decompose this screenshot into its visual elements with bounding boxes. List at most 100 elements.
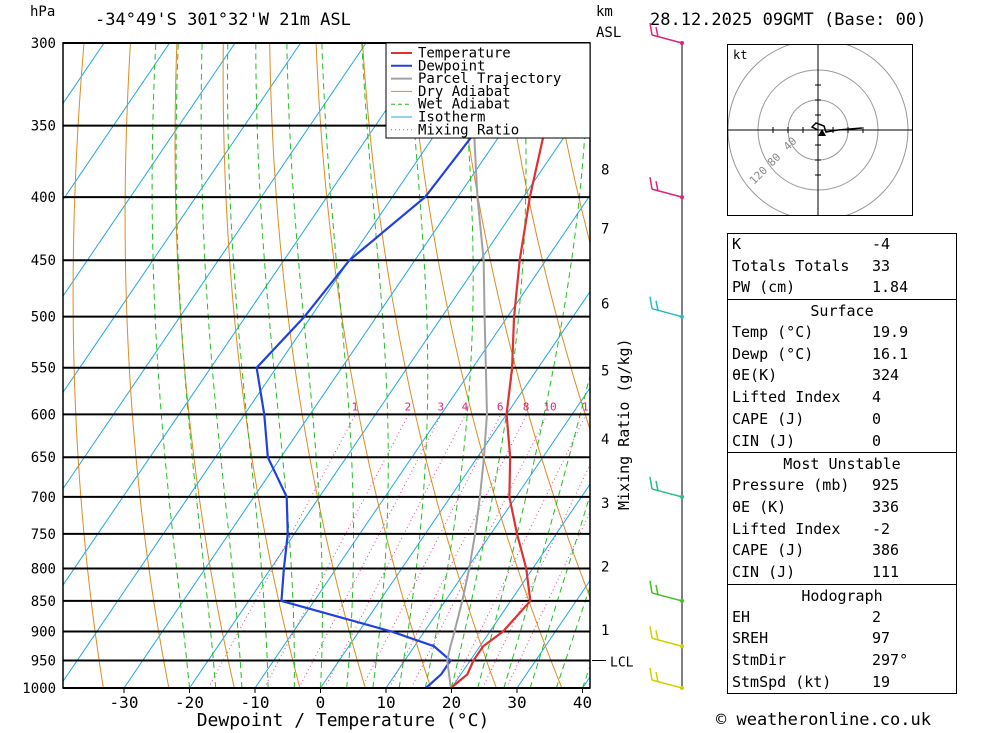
isotherm-line (254, 194, 590, 688)
pressure-tick-label: 850 (31, 594, 56, 610)
hodograph-index-label: StmSpd (kt) (732, 672, 832, 691)
dry-adiabat-line (72, 43, 104, 688)
most-unstable-index-value: 336 (872, 497, 900, 516)
mixing-ratio-label: 1 (352, 400, 359, 413)
wet-adiabat-line (255, 43, 295, 688)
dry-adiabat-line (362, 43, 497, 688)
copyright: © weatheronline.co.uk (716, 710, 931, 730)
basic-index-value: 33 (872, 256, 891, 275)
legend-entry: Mixing Ratio (418, 122, 519, 138)
isotherm-line (63, 43, 433, 586)
surface-index-row: Temp (°C) 19.9 (728, 322, 956, 344)
isotherm-line (63, 43, 236, 297)
hodograph-index-value: 2 (872, 607, 882, 626)
mixing-ratio-label: 15 (582, 400, 595, 413)
pressure-tick-label: 600 (31, 407, 56, 423)
temperature-tick-label: 20 (442, 693, 461, 712)
mixing-ratio-line (451, 414, 587, 688)
height-tick-label: 8 (601, 163, 609, 179)
wet-adiabat-line (477, 43, 589, 688)
most-unstable-index-row: CAPE (J) 386 (728, 540, 956, 562)
isotherm-line (63, 43, 171, 201)
wind-barb (649, 667, 684, 690)
pressure-tick-label: 950 (31, 654, 56, 670)
isotherm-line (63, 43, 498, 683)
hodograph-index-row: EH 2 (728, 607, 956, 629)
wet-adiabat-line (286, 43, 323, 688)
wind-barb (649, 580, 684, 603)
pressure-tick-label: 900 (31, 625, 56, 641)
legend-entry: Dewpoint (418, 58, 485, 74)
surface-index-value: 19.9 (872, 323, 909, 342)
surface-index-value: 16.1 (872, 344, 909, 363)
mixing-ratio-line (410, 414, 548, 688)
surface-index-value: 0 (872, 409, 882, 428)
temperature-tick-label: 30 (507, 693, 526, 712)
mixing-ratio-line (481, 463, 590, 688)
surface-index-label: CIN (J) (732, 431, 796, 450)
mixing-ratio-line (388, 414, 528, 688)
asl-label: ASL (596, 25, 622, 41)
most-unstable-index-value: 925 (872, 476, 900, 495)
most-unstable-index-value: -2 (872, 519, 891, 538)
surface-index-label: CAPE (J) (732, 409, 805, 428)
basic-index-label: PW (cm) (732, 278, 796, 297)
surface-index-value: 324 (872, 366, 900, 385)
surface-index-row: θE(K) 324 (728, 365, 956, 387)
temperature-tick-label: -10 (241, 693, 270, 712)
pressure-tick-label: 400 (31, 190, 56, 206)
surface-index-row: Lifted Index 4 (728, 387, 956, 409)
wet-adiabat-line (555, 585, 590, 688)
wind-barb (649, 296, 684, 319)
wet-adiabat-line (321, 43, 355, 688)
dry-adiabat-line (966, 43, 1000, 688)
hodograph-index-value: 297° (872, 651, 909, 669)
most-unstable-index-row: Pressure (mb) 925 (728, 475, 956, 497)
datetime-title: 28.12.2025 09GMT (Base: 00) (650, 10, 927, 30)
mixing-ratio-label: 8 (523, 400, 530, 413)
plot-frame (62, 42, 591, 689)
location-title: -34°49'S 301°32'W 21m ASL (95, 10, 351, 30)
pressure-tick-label: 750 (31, 527, 56, 543)
surface-index-label: θE(K) (732, 366, 778, 385)
hodograph-index-value: 19 (872, 672, 891, 691)
km-label: km (596, 4, 613, 20)
hodograph-trace (810, 122, 863, 133)
legend-entry: Parcel Trajectory (418, 71, 561, 87)
hodograph-ring-label: 80 (765, 151, 784, 170)
pressure-tick-label: 550 (31, 361, 56, 377)
legend-entry: Dry Adiabat (418, 84, 511, 100)
height-tick-label: 5 (601, 364, 609, 380)
surface-section-title: Surface (728, 299, 956, 322)
x-axis-title: Dewpoint / Temperature (°C) (197, 710, 490, 731)
dry-adiabat-line (501, 43, 590, 432)
height-tick-label: 7 (601, 221, 609, 237)
wind-barb (649, 176, 684, 200)
most-unstable-index-row: θE (K) 336 (728, 497, 956, 519)
hodograph-index-label: StmDir (732, 651, 787, 669)
indices-table: K -4 Totals Totals 33 PW (cm) 1.84 Surface Te… (727, 233, 957, 695)
wet-adiabat-line (398, 43, 429, 688)
isotherm-line (451, 483, 590, 688)
isotherm-line (123, 43, 564, 688)
height-tick-label: 3 (601, 496, 609, 512)
hodograph-ring-label: 120 (747, 164, 770, 187)
mixing-ratio-label: 4 (462, 400, 469, 413)
mixing-ratio-axis-label: Mixing Ratio (g/kg) (615, 338, 633, 510)
isotherm-line (63, 43, 302, 394)
height-tick-label: 2 (601, 559, 609, 575)
temperature-tick-label: 10 (376, 693, 395, 712)
most-unstable-section-title: Most Unstable (728, 452, 956, 475)
wet-adiabat-line (424, 43, 474, 688)
wind-barb (649, 476, 684, 499)
basic-index-value: 1.84 (872, 278, 909, 297)
wet-adiabat-line (227, 43, 269, 688)
hpa-label: hPa (30, 4, 56, 20)
legend-entry: Wet Adiabat (418, 97, 511, 113)
hodograph-panel: kt 40 80 120 (727, 39, 913, 221)
height-tick-label: 1 (601, 623, 609, 639)
temperature-tick-label: 0 (316, 693, 326, 712)
hodograph-unit: kt (733, 48, 747, 62)
most-unstable-index-value: 386 (872, 541, 900, 560)
